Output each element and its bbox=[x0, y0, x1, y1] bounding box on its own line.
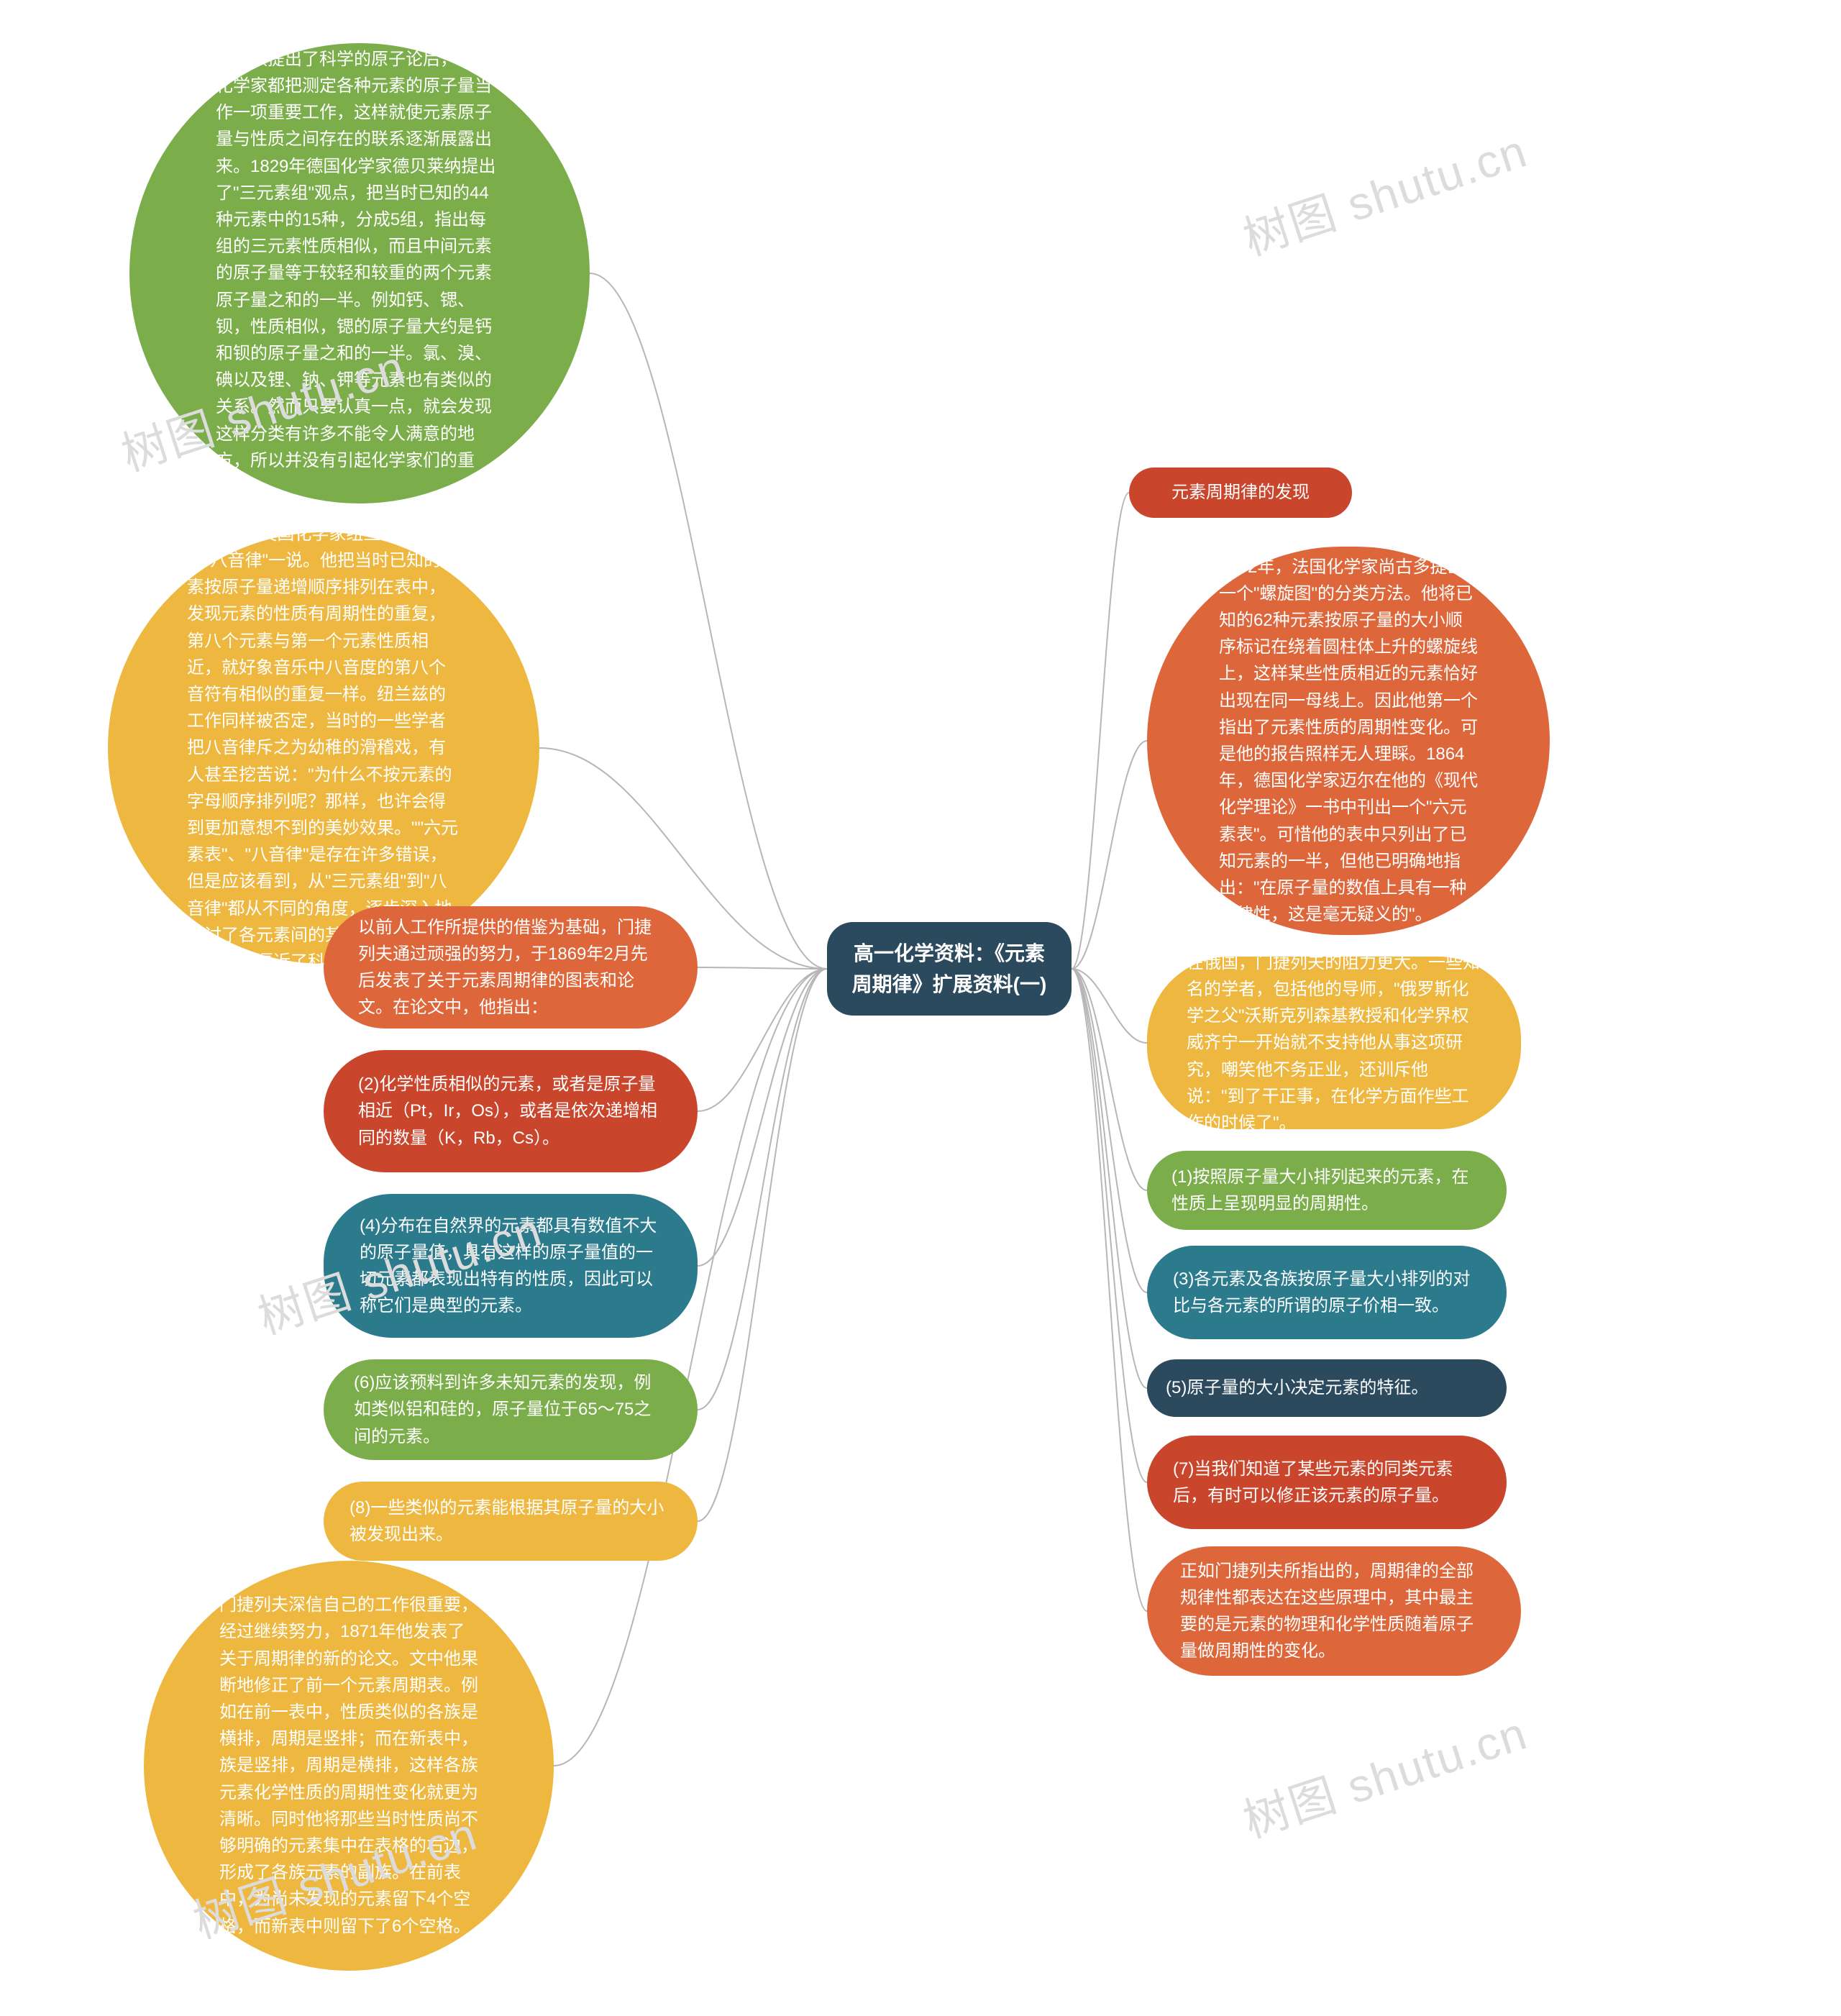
edge bbox=[698, 969, 827, 1521]
edge bbox=[1072, 969, 1147, 1388]
node-text: 1862年，法国化学家尚古多提出一个"螺旋图"的分类方法。他将已知的62种元素按… bbox=[1219, 554, 1478, 929]
mindmap-node-r6: (5)原子量的大小决定元素的特征。 bbox=[1147, 1359, 1507, 1417]
edge bbox=[698, 967, 827, 969]
node-text: (2)化学性质相似的元素，或者是原子量相近（Pt，Ir，Os），或者是依次递增相… bbox=[358, 1071, 663, 1151]
node-text: (5)原子量的大小决定元素的特征。 bbox=[1166, 1374, 1488, 1401]
node-text: 元素周期律的发现 bbox=[1143, 479, 1338, 506]
center-node: 高一化学资料：《元素周期律》扩展资料(一) bbox=[827, 922, 1072, 1016]
mindmap-node-l4: (2)化学性质相似的元素，或者是原子量相近（Pt，Ir，Os），或者是依次递增相… bbox=[324, 1050, 698, 1172]
mindmap-node-r5: (3)各元素及各族按原子量大小排列的对比与各元素的所谓的原子价相一致。 bbox=[1147, 1246, 1507, 1339]
node-text: 在俄国，门捷列夫的阻力更大。一些知名的学者，包括他的导师，"俄罗斯化学之父"沃斯… bbox=[1187, 949, 1481, 1136]
edge bbox=[698, 969, 827, 1266]
node-text: 正如门捷列夫所指出的，周期律的全部规律性都表达在这些原理中，其中最主要的是元素的… bbox=[1180, 1558, 1488, 1665]
edge bbox=[698, 969, 827, 1410]
watermark: 树图 shutu.cn bbox=[1234, 1697, 1535, 1851]
edge bbox=[698, 969, 827, 1111]
mindmap-node-l2: 1865年，英国化学家纽兰兹提出了"八音律"一说。他把当时已知的元素按原子量递增… bbox=[108, 532, 539, 964]
mindmap-node-l6: (6)应该预料到许多未知元素的发现，例如类似铝和硅的，原子量位于65～75之间的… bbox=[324, 1359, 698, 1460]
node-text: 高一化学资料：《元素周期律》扩展资料(一) bbox=[849, 938, 1050, 1000]
node-text: (7)当我们知道了某些元素的同类元素后，有时可以修正该元素的原子量。 bbox=[1173, 1456, 1481, 1509]
edge bbox=[590, 273, 827, 969]
watermark: 树图 shutu.cn bbox=[1234, 114, 1535, 268]
mindmap-node-r7: (7)当我们知道了某些元素的同类元素后，有时可以修正该元素的原子量。 bbox=[1147, 1436, 1507, 1529]
edge bbox=[1072, 969, 1147, 1292]
mindmap-node-r3: 在俄国，门捷列夫的阻力更大。一些知名的学者，包括他的导师，"俄罗斯化学之父"沃斯… bbox=[1147, 957, 1521, 1129]
node-text: 道尔顿提出了科学的原子论后，许多化学家都把测定各种元素的原子量当作一项重要工作，… bbox=[216, 46, 503, 501]
mindmap-node-l8: 门捷列夫深信自己的工作很重要，经过继续努力，1871年他发表了关于周期律的新的论… bbox=[144, 1561, 554, 1971]
edge bbox=[1072, 493, 1129, 969]
mindmap-node-r8: 正如门捷列夫所指出的，周期律的全部规律性都表达在这些原理中，其中最主要的是元素的… bbox=[1147, 1546, 1521, 1676]
mindmap-node-l3: 以前人工作所提供的借鉴为基础，门捷列夫通过顽强的努力，于1869年2月先后发表了… bbox=[324, 906, 698, 1028]
mindmap-node-r1: 元素周期律的发现 bbox=[1129, 467, 1352, 518]
node-text: (4)分布在自然界的元素都具有数值不大的原子量值，具有这样的原子量值的一切元素都… bbox=[360, 1213, 662, 1320]
mindmap-node-l1: 道尔顿提出了科学的原子论后，许多化学家都把测定各种元素的原子量当作一项重要工作，… bbox=[129, 43, 590, 503]
mindmap-node-l5: (4)分布在自然界的元素都具有数值不大的原子量值，具有这样的原子量值的一切元素都… bbox=[324, 1194, 698, 1338]
edge bbox=[1072, 969, 1147, 1043]
node-text: 以前人工作所提供的借鉴为基础，门捷列夫通过顽强的努力，于1869年2月先后发表了… bbox=[358, 914, 663, 1021]
node-text: (1)按照原子量大小排列起来的元素，在性质上呈现明显的周期性。 bbox=[1171, 1164, 1482, 1217]
node-text: (8)一些类似的元素能根据其原子量的大小被发现出来。 bbox=[350, 1495, 672, 1548]
node-text: 门捷列夫深信自己的工作很重要，经过继续努力，1871年他发表了关于周期律的新的论… bbox=[219, 1592, 478, 1939]
edge bbox=[1072, 969, 1147, 1190]
mindmap-node-r4: (1)按照原子量大小排列起来的元素，在性质上呈现明显的周期性。 bbox=[1147, 1151, 1507, 1230]
edge bbox=[1072, 741, 1147, 969]
edge bbox=[1072, 969, 1147, 1482]
node-text: (6)应该预料到许多未知元素的发现，例如类似铝和硅的，原子量位于65～75之间的… bbox=[354, 1369, 667, 1450]
mindmap-node-r2: 1862年，法国化学家尚古多提出一个"螺旋图"的分类方法。他将已知的62种元素按… bbox=[1147, 547, 1550, 935]
edge bbox=[1072, 969, 1147, 1611]
mindmap-node-l7: (8)一些类似的元素能根据其原子量的大小被发现出来。 bbox=[324, 1482, 698, 1561]
node-text: (3)各元素及各族按原子量大小排列的对比与各元素的所谓的原子价相一致。 bbox=[1173, 1266, 1481, 1319]
